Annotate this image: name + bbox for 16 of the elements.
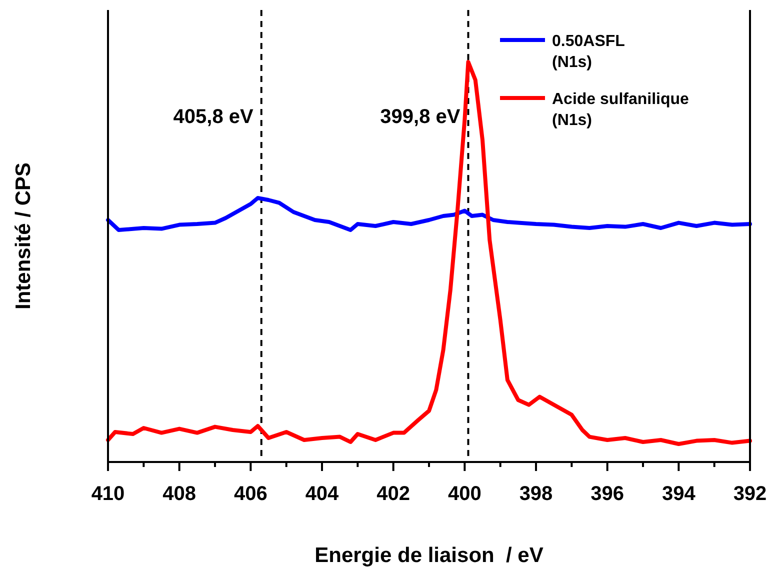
ref-line-label: 405,8 eV [173,106,254,128]
x-tick-label: 408 [162,483,196,505]
x-tick-label: 396 [590,483,624,505]
x-tick-label: 402 [376,483,410,505]
x-tick-label: 400 [448,483,482,505]
legend-label: Acide sulfanilique (N1s) [552,91,690,129]
legend-label: 0.50ASFL (N1s) [552,33,626,71]
x-tick-label: 404 [305,483,340,505]
ref-line-label: 399,8 eV [380,106,461,128]
y-axis-title: Intensité / CPS [12,162,35,310]
x-tick-label: 410 [91,483,125,505]
x-axis-title: Energie de liaison / eV [314,544,544,567]
x-tick-label: 392 [733,483,767,505]
x-tick-label: 406 [234,483,268,505]
x-tick-label: 394 [662,483,696,505]
x-tick-label: 398 [519,483,553,505]
